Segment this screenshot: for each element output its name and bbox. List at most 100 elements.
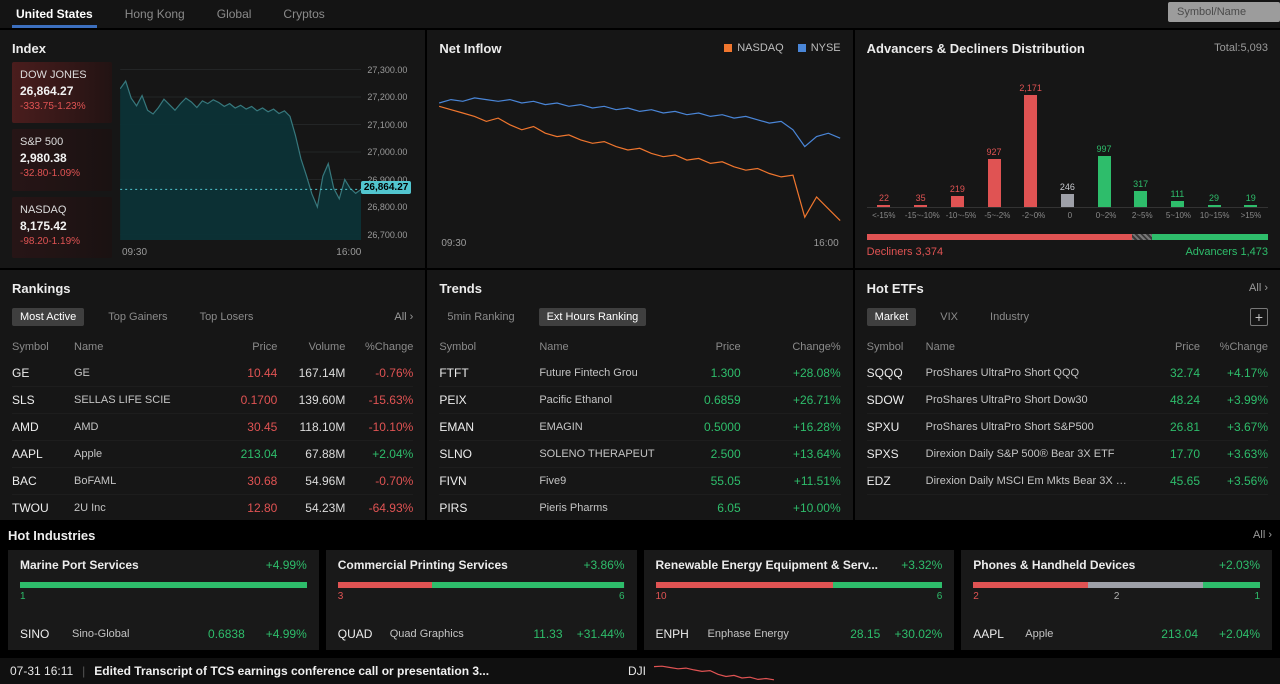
industry-card-phones-handheld[interactable]: Phones & Handheld Devices +2.03% 2 2 1 A… [961, 550, 1272, 650]
search-input[interactable] [1168, 2, 1280, 22]
tab-ext-hours-ranking[interactable]: Ext Hours Ranking [538, 308, 647, 326]
industry-ratio-bar [973, 582, 1260, 588]
stock-symbol: ENPH [655, 627, 689, 641]
table-row[interactable]: PIRS Pieris Pharms 6.05 +10.00% [439, 495, 840, 520]
stock-price: 17.70 [1169, 447, 1200, 461]
industry-card-renewable-energy[interactable]: Renewable Energy Equipment & Serv... +3.… [643, 550, 955, 650]
rankings-all-link[interactable]: All › [394, 311, 414, 323]
top-nav: United States Hong Kong Global Cryptos [0, 0, 1280, 28]
stock-price: 2.500 [710, 447, 741, 461]
x-tick-label: 5~10% [1165, 211, 1192, 220]
table-row[interactable]: PEIX Pacific Ethanol 0.6859 +26.71% [439, 387, 841, 414]
index-change: -333.75-1.23% [20, 101, 86, 112]
rankings-table-header: Symbol Name Price Volume %Change [12, 334, 413, 360]
stock-volume: 118.10M [299, 420, 346, 434]
table-row[interactable]: SPXS Direxion Daily S&P 500® Bear 3X ETF… [866, 441, 1268, 468]
advancers-label: Advancers 1,473 [1185, 246, 1268, 258]
add-etf-button[interactable]: + [1250, 308, 1268, 326]
x-tick-label: <-15% [872, 211, 896, 220]
distribution-chart: 22 35 219 927 2,171 246 997 317 111 29 19 [866, 76, 1268, 208]
nav-tab-hong-kong[interactable]: Hong Kong [124, 7, 185, 21]
industry-name: Commercial Printing Services [337, 558, 508, 572]
col-price: Price [1174, 341, 1200, 353]
industry-change: +2.03% [1218, 558, 1260, 572]
table-row[interactable]: FIVN Five9 55.05 +11.51% [439, 468, 841, 495]
news-headline[interactable]: Edited Transcript of TCS earnings confer… [94, 664, 490, 678]
trends-tabs: 5min Ranking Ext Hours Ranking [439, 306, 840, 328]
industry-name: Renewable Energy Equipment & Serv... [655, 558, 879, 572]
industry-ratio-bar [20, 582, 307, 588]
dji-sparkline-svg [654, 665, 774, 681]
table-row[interactable]: GE GE 10.44 167.14M -0.76% [12, 360, 414, 387]
tab-5min-ranking[interactable]: 5min Ranking [447, 311, 515, 323]
y-tick-label: 27,200.00 [367, 92, 408, 102]
nav-tab-cryptos[interactable]: Cryptos [283, 7, 325, 21]
bar-unchanged [1087, 582, 1203, 588]
table-row[interactable]: TWOU 2U Inc 12.80 54.23M -64.93% [12, 495, 413, 520]
table-row[interactable]: EMAN EMAGIN 0.5000 +16.28% [439, 414, 841, 441]
distribution-column: 246 [1052, 182, 1083, 207]
distribution-column: 2,171 [1015, 83, 1046, 207]
table-row[interactable]: SDOW ProShares UltraPro Short Dow30 48.2… [866, 387, 1268, 414]
index-card-sp500[interactable]: S&P 500 2,980.38 -32.80-1.09% [12, 129, 112, 191]
bar-advancers [20, 582, 307, 588]
count-left: 1 [20, 591, 26, 602]
tab-top-gainers[interactable]: Top Gainers [108, 311, 168, 323]
industry-name: Phones & Handheld Devices [973, 558, 1136, 572]
table-row[interactable]: FTFT Future Fintech Grou 1.300 +28.08% [439, 360, 841, 387]
stock-name: Apple [1025, 628, 1054, 640]
stock-volume: 139.60M [298, 393, 346, 407]
stock-name: Sino-Global [72, 628, 130, 640]
industry-change: +3.86% [583, 558, 625, 572]
stock-price: 213.04 [240, 447, 278, 461]
table-row[interactable]: BAC BoFAML 30.68 54.96M -0.70% [12, 468, 414, 495]
nav-tab-united-states[interactable]: United States [0, 0, 109, 28]
industry-ratio-bar [655, 582, 943, 588]
table-row[interactable]: SPXU ProShares UltraPro Short S&P500 26.… [866, 414, 1268, 441]
tab-market[interactable]: Market [866, 308, 917, 326]
hot-etfs-all-link[interactable]: All › [1249, 282, 1268, 294]
industry-top-stock[interactable]: AAPL Apple 213.04 +2.04% [973, 627, 1260, 641]
tab-top-losers[interactable]: Top Losers [199, 311, 254, 323]
tab-industry[interactable]: Industry [990, 311, 1030, 323]
industry-card-marine-port-services[interactable]: Marine Port Services +4.99% 1 SINO Sino-… [8, 550, 319, 650]
stock-symbol: AAPL [12, 447, 43, 461]
stock-price: 55.05 [710, 474, 741, 488]
stock-change: +4.17% [1226, 366, 1268, 380]
bar-advancers [1202, 582, 1260, 588]
table-row[interactable]: SLS SELLAS LIFE SCIE 0.1700 139.60M -15.… [12, 387, 414, 414]
index-card-nasdaq[interactable]: NASDAQ 8,175.42 -98.20-1.19% [12, 196, 112, 258]
x-tick-label: >15% [1240, 211, 1262, 220]
stock-change: +4.99% [265, 627, 307, 641]
table-row[interactable]: AAPL Apple 213.04 67.88M +2.04% [12, 441, 414, 468]
table-row[interactable]: SQQQ ProShares UltraPro Short QQQ 32.74 … [866, 360, 1268, 387]
hot-industries-all-link[interactable]: All › [1253, 529, 1272, 541]
industry-card-commercial-printing[interactable]: Commercial Printing Services +3.86% 3 6 … [325, 550, 637, 650]
nav-tab-global[interactable]: Global [216, 7, 252, 21]
stock-price: 6.05 [717, 501, 741, 515]
stock-symbol: TWOU [12, 501, 49, 515]
stock-price: 30.45 [247, 420, 278, 434]
net-inflow-title: Net Inflow [439, 40, 502, 56]
y-tick-label: 27,300.00 [367, 64, 408, 75]
index-price: 8,175.42 [20, 218, 67, 233]
legend-nyse: NYSE [797, 42, 841, 54]
stock-change: +3.56% [1226, 474, 1268, 488]
net-inflow-legend: NASDAQ NYSE [724, 42, 841, 54]
tab-most-active[interactable]: Most Active [12, 308, 85, 326]
industry-top-stock[interactable]: QUAD Quad Graphics 11.33 +31.44% [338, 627, 625, 641]
table-row[interactable]: SLNO SOLENO THERAPEUT 2.500 +13.64% [439, 441, 841, 468]
x-label-open: 09:30 [441, 238, 467, 249]
industry-top-stock[interactable]: ENPH Enphase Energy 28.15 +30.02% [656, 627, 943, 641]
index-name: S&P 500 [20, 136, 64, 149]
news-time: 07-31 16:11 [10, 664, 74, 678]
x-tick-label: -15~-10% [904, 211, 940, 220]
stock-symbol: GE [12, 366, 30, 380]
stock-volume: 67.88M [305, 447, 346, 461]
table-row[interactable]: EDZ Direxion Daily MSCI Em Mkts Bear 3X … [866, 468, 1268, 495]
index-card-dow-jones[interactable]: DOW JONES 26,864.27 -333.75-1.23% [12, 62, 112, 124]
x-tick-label: 2~5% [1131, 211, 1153, 220]
table-row[interactable]: AMD AMD 30.45 118.10M -10.10% [12, 414, 414, 441]
tab-vix[interactable]: VIX [940, 311, 959, 323]
industry-top-stock[interactable]: SINO Sino-Global 0.6838 +4.99% [20, 627, 307, 641]
